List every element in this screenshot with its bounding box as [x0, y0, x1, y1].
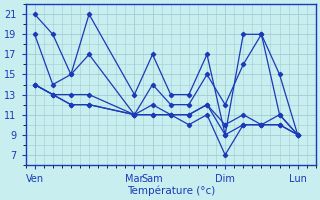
X-axis label: Température (°c): Température (°c): [127, 185, 215, 196]
